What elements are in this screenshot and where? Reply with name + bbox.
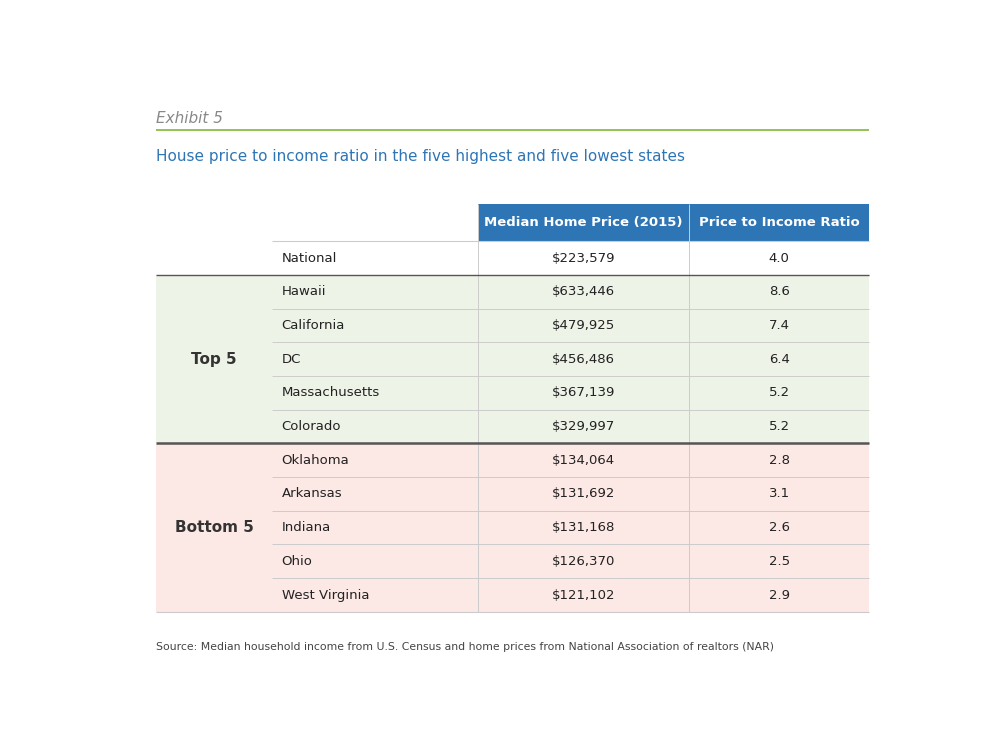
Text: Hawaii: Hawaii <box>282 286 326 299</box>
Text: National: National <box>282 252 337 265</box>
Text: Arkansas: Arkansas <box>282 488 342 501</box>
Text: $131,692: $131,692 <box>552 488 615 501</box>
Bar <box>156 275 869 443</box>
Text: Median Home Price (2015): Median Home Price (2015) <box>484 216 683 229</box>
Text: 8.6: 8.6 <box>769 286 790 299</box>
Text: Colorado: Colorado <box>282 420 341 433</box>
Text: $134,064: $134,064 <box>552 454 615 467</box>
Text: Oklahoma: Oklahoma <box>282 454 349 467</box>
Text: 2.5: 2.5 <box>769 555 790 568</box>
Text: $456,486: $456,486 <box>552 353 615 366</box>
Text: 6.4: 6.4 <box>769 353 790 366</box>
Text: California: California <box>282 319 345 332</box>
Bar <box>689 204 869 241</box>
Text: Indiana: Indiana <box>282 521 331 534</box>
Text: 2.6: 2.6 <box>769 521 790 534</box>
Text: West Virginia: West Virginia <box>282 589 369 602</box>
Text: Price to Income Ratio: Price to Income Ratio <box>699 216 859 229</box>
Text: $131,168: $131,168 <box>552 521 615 534</box>
Text: Bottom 5: Bottom 5 <box>175 520 254 535</box>
Text: $367,139: $367,139 <box>552 387 615 400</box>
Text: $121,102: $121,102 <box>552 589 615 602</box>
Text: 3.1: 3.1 <box>769 488 790 501</box>
Text: 2.8: 2.8 <box>769 454 790 467</box>
Text: Massachusetts: Massachusetts <box>282 387 380 400</box>
Text: 4.0: 4.0 <box>769 252 790 265</box>
Text: $479,925: $479,925 <box>552 319 615 332</box>
Text: Exhibit 5: Exhibit 5 <box>156 111 223 126</box>
Text: $223,579: $223,579 <box>552 252 615 265</box>
Text: 5.2: 5.2 <box>769 420 790 433</box>
Text: Ohio: Ohio <box>282 555 312 568</box>
Text: 5.2: 5.2 <box>769 387 790 400</box>
Text: $633,446: $633,446 <box>552 286 615 299</box>
Text: House price to income ratio in the five highest and five lowest states: House price to income ratio in the five … <box>156 149 685 164</box>
Text: Top 5: Top 5 <box>191 352 237 366</box>
Text: 2.9: 2.9 <box>769 589 790 602</box>
Text: DC: DC <box>282 353 301 366</box>
Text: $329,997: $329,997 <box>552 420 615 433</box>
Bar <box>156 443 869 611</box>
Text: Source: Median household income from U.S. Census and home prices from National A: Source: Median household income from U.S… <box>156 642 774 652</box>
Text: 7.4: 7.4 <box>769 319 790 332</box>
Text: $126,370: $126,370 <box>552 555 615 568</box>
Bar <box>478 204 689 241</box>
